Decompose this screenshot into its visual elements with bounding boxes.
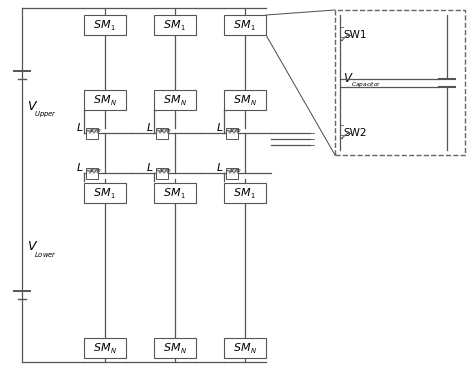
Bar bbox=[154, 15, 196, 35]
Text: $SM$: $SM$ bbox=[163, 93, 181, 105]
Text: $_1$: $_1$ bbox=[250, 23, 256, 33]
Text: $_{Capacitor}$: $_{Capacitor}$ bbox=[351, 81, 382, 90]
Text: $V$: $V$ bbox=[343, 72, 354, 85]
Text: $SM$: $SM$ bbox=[93, 18, 111, 30]
Text: $_1$: $_1$ bbox=[250, 191, 256, 201]
Text: $L$: $L$ bbox=[76, 161, 84, 173]
Text: $SM$: $SM$ bbox=[93, 93, 111, 105]
Text: $SM$: $SM$ bbox=[163, 186, 181, 198]
Text: $_{arm}$: $_{arm}$ bbox=[158, 167, 172, 175]
Text: $_{arm}$: $_{arm}$ bbox=[88, 167, 101, 175]
Text: $_1$: $_1$ bbox=[110, 23, 116, 33]
Text: $L$: $L$ bbox=[76, 121, 84, 133]
Text: $SM$: $SM$ bbox=[93, 341, 111, 353]
Text: $L$: $L$ bbox=[217, 121, 224, 133]
Text: $_1$: $_1$ bbox=[180, 191, 186, 201]
Bar bbox=[226, 168, 238, 178]
Text: $_{Lower}$: $_{Lower}$ bbox=[34, 250, 57, 260]
Bar bbox=[224, 15, 266, 35]
Bar bbox=[86, 168, 98, 178]
Bar bbox=[156, 128, 168, 138]
Text: $_N$: $_N$ bbox=[180, 346, 186, 356]
Bar bbox=[154, 338, 196, 358]
Bar bbox=[226, 128, 238, 138]
Text: $SM$: $SM$ bbox=[233, 186, 251, 198]
Text: SW2: SW2 bbox=[343, 128, 366, 138]
Bar bbox=[84, 90, 126, 110]
Text: $_N$: $_N$ bbox=[109, 98, 117, 108]
Text: $SM$: $SM$ bbox=[93, 186, 111, 198]
Text: $SM$: $SM$ bbox=[233, 341, 251, 353]
Text: $_1$: $_1$ bbox=[180, 23, 186, 33]
Text: $_{Upper}$: $_{Upper}$ bbox=[34, 110, 57, 120]
Text: $_{arm}$: $_{arm}$ bbox=[228, 127, 241, 135]
Text: $SM$: $SM$ bbox=[163, 18, 181, 30]
Text: $_{arm}$: $_{arm}$ bbox=[88, 127, 101, 135]
Bar bbox=[86, 128, 98, 138]
Bar bbox=[84, 15, 126, 35]
Text: $SM$: $SM$ bbox=[233, 93, 251, 105]
Bar bbox=[224, 183, 266, 203]
Text: $L$: $L$ bbox=[146, 121, 154, 133]
Bar bbox=[84, 338, 126, 358]
Text: $_{arm}$: $_{arm}$ bbox=[228, 167, 241, 175]
Text: $_N$: $_N$ bbox=[180, 98, 186, 108]
Bar bbox=[224, 338, 266, 358]
Text: $_1$: $_1$ bbox=[110, 191, 116, 201]
Text: $_N$: $_N$ bbox=[109, 346, 117, 356]
Text: $SM$: $SM$ bbox=[233, 18, 251, 30]
Bar bbox=[224, 90, 266, 110]
Bar bbox=[335, 10, 465, 155]
Text: $_N$: $_N$ bbox=[249, 346, 256, 356]
Text: $_{arm}$: $_{arm}$ bbox=[158, 127, 172, 135]
Text: $_N$: $_N$ bbox=[249, 98, 256, 108]
Text: $SM$: $SM$ bbox=[163, 341, 181, 353]
Text: $L$: $L$ bbox=[146, 161, 154, 173]
Bar bbox=[154, 90, 196, 110]
Bar bbox=[156, 168, 168, 178]
Text: $V$: $V$ bbox=[27, 100, 38, 113]
Text: SW1: SW1 bbox=[343, 30, 366, 40]
Bar bbox=[154, 183, 196, 203]
Text: $V$: $V$ bbox=[27, 240, 38, 253]
Text: $L$: $L$ bbox=[217, 161, 224, 173]
Bar bbox=[84, 183, 126, 203]
